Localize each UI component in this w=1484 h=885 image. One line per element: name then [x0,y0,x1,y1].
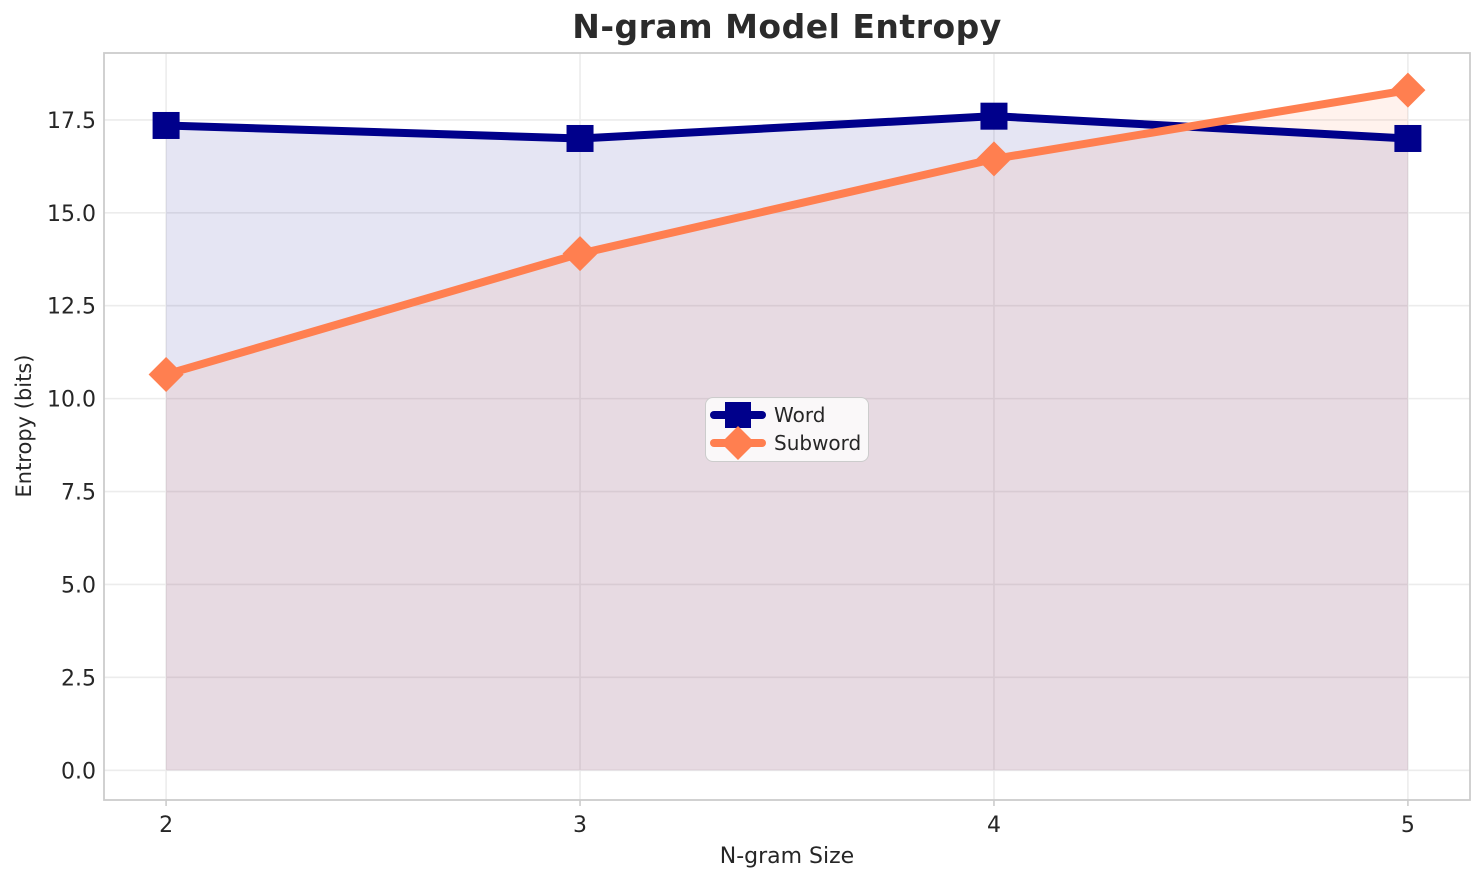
marker-subword-x4 [976,141,1012,177]
y-tick-label-2.5: 2.5 [61,666,96,691]
legend-item-word: Word [710,401,862,429]
y-tick-label-17.5: 17.5 [47,109,96,134]
marker-word-x4 [980,102,1008,130]
chart-title: N-gram Model Entropy [572,7,1002,46]
x-tick-label-2: 2 [159,813,173,838]
line-subword [162,86,1412,379]
legend: Word Subword [705,397,869,462]
marker-word-x5 [1394,124,1422,152]
marker-subword-x2 [148,356,184,392]
x-tick-label-5: 5 [1401,813,1415,838]
square-marker-icon [725,402,751,428]
legend-label-subword: Subword [774,431,862,455]
y-axis-label: Entropy (bits) [12,354,36,498]
y-tick-label-12.5: 12.5 [47,295,96,320]
marker-subword-x5 [1390,72,1426,108]
y-tick-label-0: 0.0 [61,759,96,784]
legend-item-subword: Subword [710,426,862,460]
x-tick-label-3: 3 [573,813,587,838]
marker-subword-x3 [562,236,598,272]
x-tick-label-4: 4 [987,813,1001,838]
diamond-marker-icon [721,426,755,460]
y-tick-label-10: 10.0 [47,388,96,413]
word-line-marker-icon [710,402,766,428]
y-tick-label-5: 5.0 [61,573,96,598]
y-tick-label-15: 15.0 [47,202,96,227]
marker-word-x3 [566,124,594,152]
plot-border [103,52,1471,801]
y-tick-label-7.5: 7.5 [61,481,96,506]
marker-word-x2 [152,111,180,139]
x-axis-label: N-gram Size [719,844,855,869]
legend-label-word: Word [774,403,826,427]
subword-line-marker-icon [710,426,766,460]
